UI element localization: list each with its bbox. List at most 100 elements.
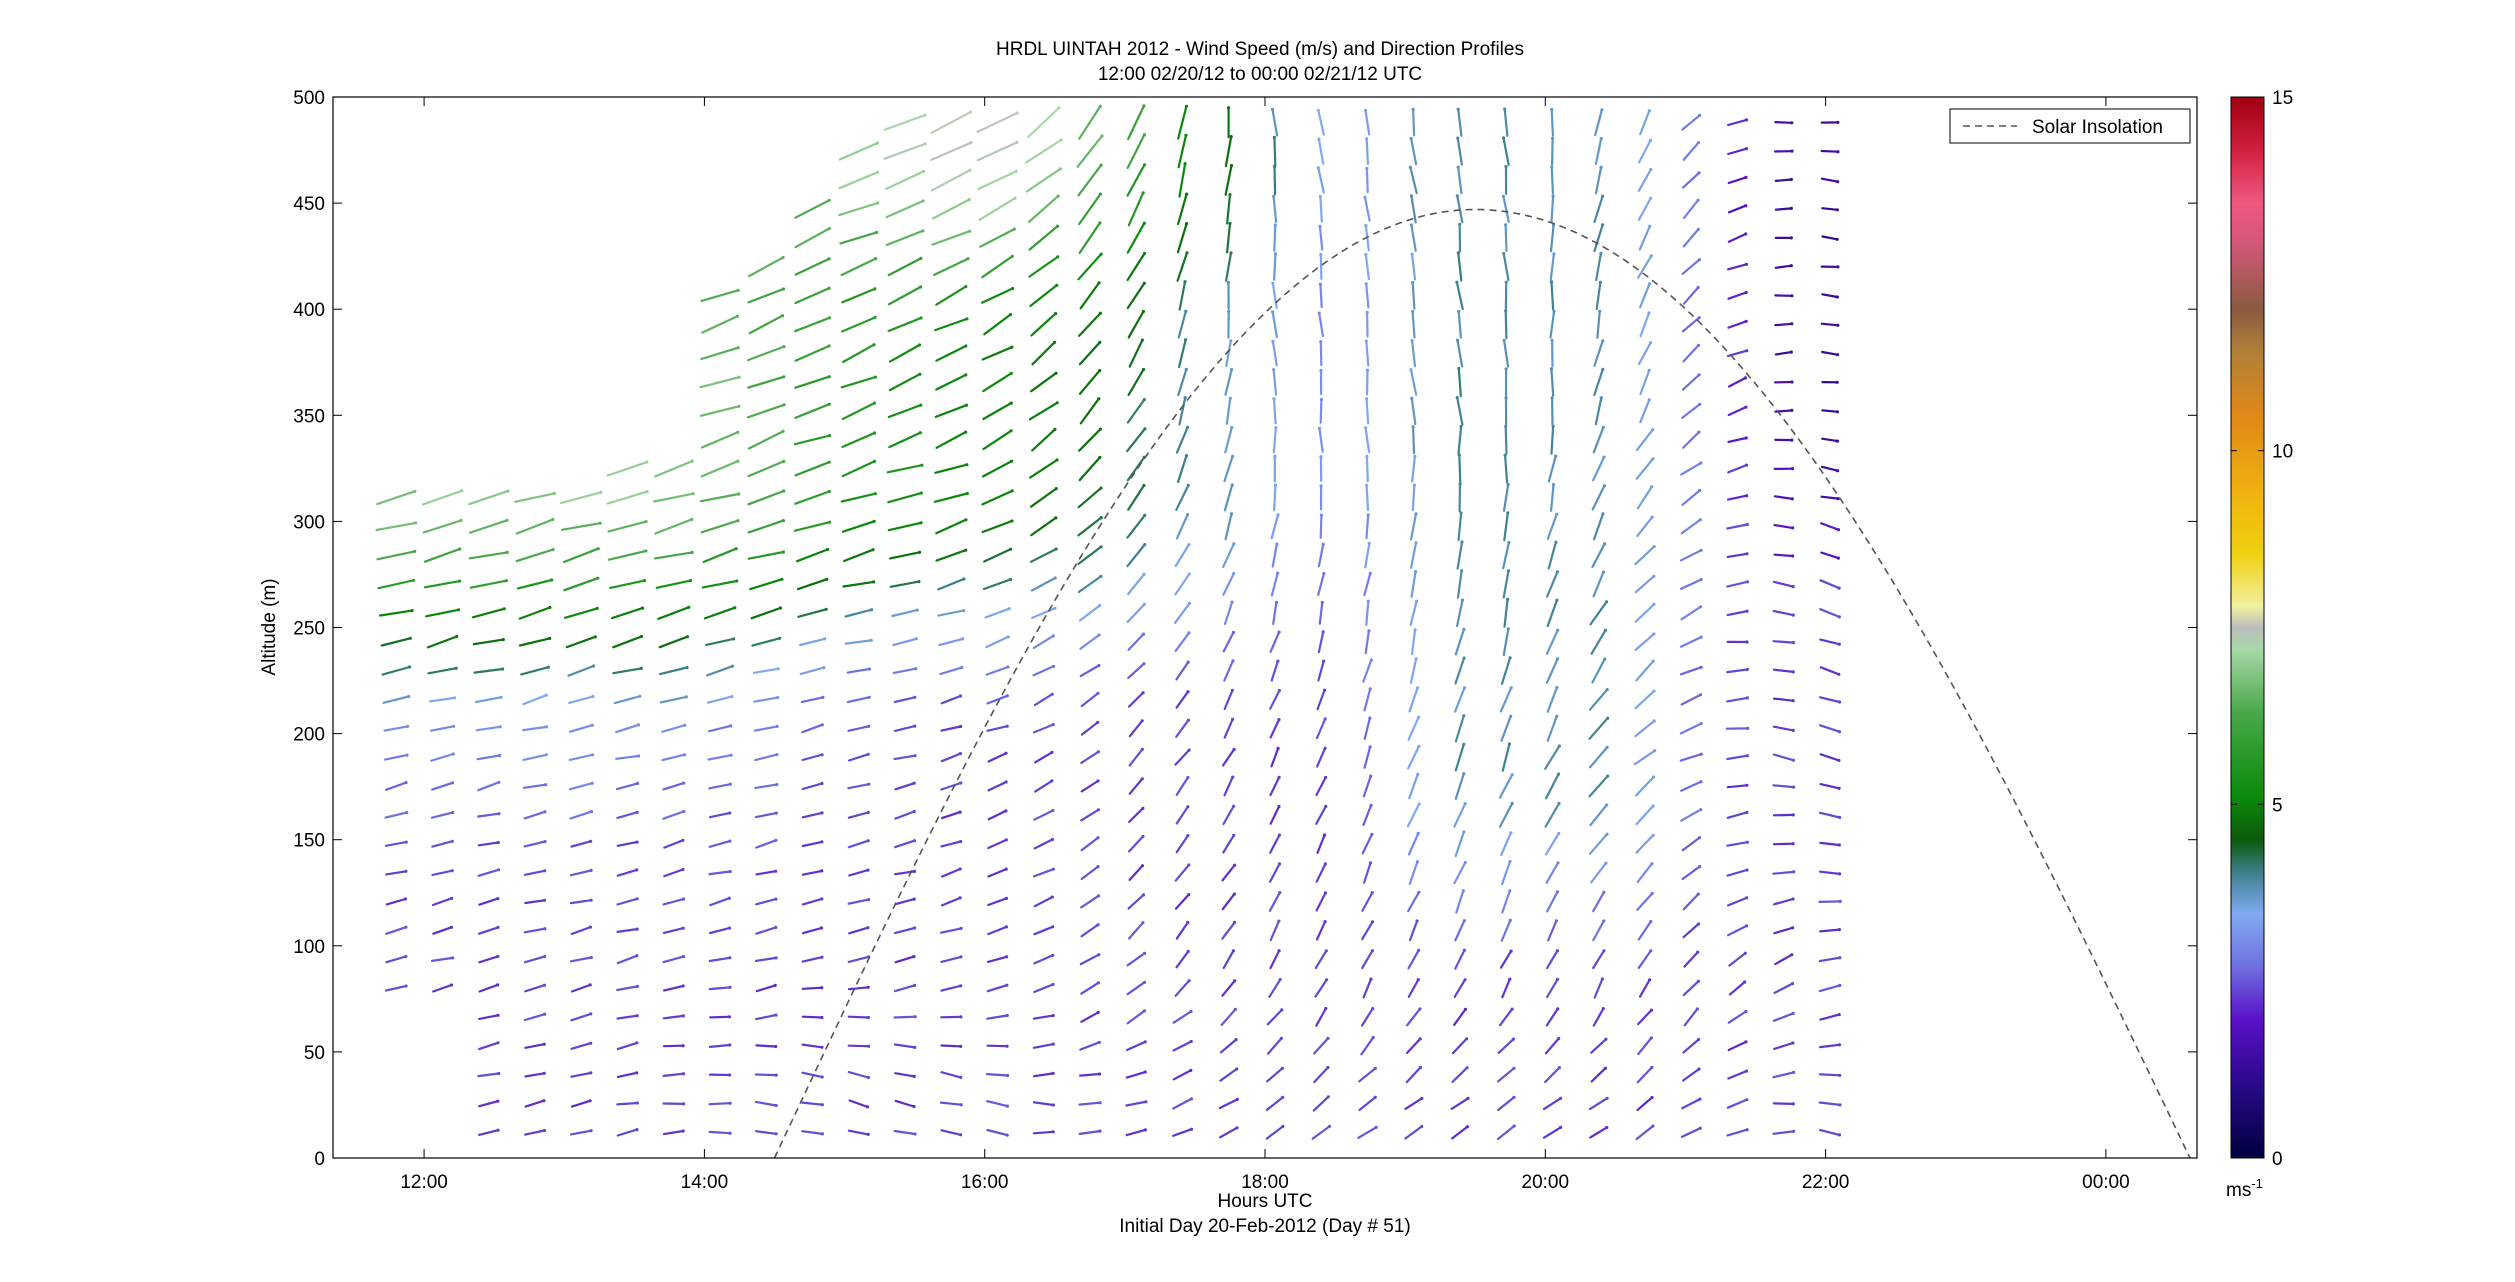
wind-vector-shaft <box>1365 455 1369 483</box>
wind-vector-head <box>820 1132 825 1136</box>
wind-vector-shaft <box>653 551 694 560</box>
wind-vector-shaft <box>662 897 685 906</box>
wind-vector-head <box>1409 223 1413 227</box>
wind-vector-head <box>1142 133 1146 137</box>
wind-vector <box>1726 640 1749 644</box>
wind-vector <box>1772 1102 1795 1106</box>
wind-vector-head <box>1233 920 1237 925</box>
wind-vector-head <box>1143 1128 1147 1132</box>
wind-vector-shaft <box>1365 282 1370 309</box>
wind-vector-head <box>1271 281 1275 285</box>
wind-vector-shaft <box>894 897 916 906</box>
wind-vector-shaft <box>801 1043 824 1049</box>
wind-vector-shaft <box>1077 516 1103 537</box>
wind-vector-shaft <box>1637 949 1652 970</box>
wind-vector <box>607 549 648 561</box>
wind-vector-shaft <box>1078 369 1101 395</box>
wind-vector-head <box>1504 223 1508 227</box>
wind-vector-shaft <box>1411 310 1416 339</box>
wind-vector-head <box>1319 368 1323 373</box>
wind-vector-shaft <box>1453 802 1467 828</box>
wind-vector-head <box>1363 108 1368 113</box>
wind-vector-head <box>1836 323 1840 327</box>
wind-vector-head <box>635 840 639 844</box>
wind-vector-shaft <box>888 551 921 560</box>
wind-vector-head <box>1696 141 1700 145</box>
wind-vector-head <box>1051 925 1055 929</box>
wind-vector-head <box>1604 1037 1608 1041</box>
wind-vector-shaft <box>1177 105 1188 140</box>
wind-vector-shaft <box>1593 339 1604 367</box>
wind-vector-shaft <box>981 489 1014 506</box>
wind-vector <box>1818 724 1842 734</box>
wind-vector-shaft <box>933 492 969 503</box>
wind-vector-shaft <box>1595 252 1603 282</box>
wind-vector-shaft <box>1589 600 1608 626</box>
wind-vector-shaft <box>1032 665 1055 677</box>
wind-vector-head <box>1096 779 1100 783</box>
wind-vector-head <box>1411 309 1415 314</box>
wind-vector-head <box>1417 802 1421 806</box>
wind-vector-shaft <box>431 897 453 907</box>
wind-vector <box>1077 574 1103 594</box>
wind-vector-shaft <box>1820 465 1839 472</box>
wind-vector-head <box>1555 949 1559 953</box>
wind-vector <box>1409 194 1417 224</box>
wind-vector <box>1127 483 1146 511</box>
wind-vector-shaft <box>934 317 969 332</box>
wind-vector-head <box>1606 774 1610 778</box>
wind-vector-head <box>735 314 740 318</box>
wind-vector <box>1317 630 1325 654</box>
wind-vector-shaft <box>894 810 916 820</box>
wind-vector-head <box>681 897 686 901</box>
chart-title: HRDL UINTAH 2012 - Wind Speed (m/s) and … <box>996 39 1524 60</box>
wind-vector <box>1407 890 1421 913</box>
wind-vector <box>613 694 642 705</box>
wind-vector <box>1317 426 1324 453</box>
wind-vector-head <box>1141 893 1146 897</box>
wind-vector <box>886 463 924 474</box>
wind-vector-shaft <box>940 752 962 763</box>
wind-vector <box>982 429 1013 451</box>
wind-vector-shaft <box>1636 485 1653 510</box>
wind-vector-head <box>1370 949 1374 953</box>
wind-vector <box>1681 488 1702 506</box>
wind-vector <box>706 664 735 677</box>
wind-vector <box>1453 802 1467 828</box>
wind-vector <box>1550 194 1555 224</box>
wind-vector-shaft <box>477 841 500 847</box>
wind-vector-shaft <box>1362 977 1373 999</box>
wind-vector-shaft <box>987 809 1008 821</box>
wind-vector-shaft <box>1365 397 1370 425</box>
wind-vector-head <box>1699 461 1703 465</box>
wind-vector <box>1227 309 1231 339</box>
wind-vector <box>746 403 786 419</box>
wind-vector-head <box>1605 1096 1609 1100</box>
wind-vector <box>1033 925 1055 936</box>
wind-vector <box>747 519 786 534</box>
wind-vector-head <box>1370 891 1374 895</box>
wind-vector-head <box>681 1044 685 1048</box>
wind-vector-shaft <box>658 666 689 676</box>
wind-vector <box>1411 483 1416 512</box>
wind-vector-head <box>1098 340 1102 344</box>
wind-vector <box>1362 774 1373 798</box>
wind-vector <box>894 1099 916 1109</box>
wind-vector <box>524 1071 546 1078</box>
wind-vector-head <box>1745 580 1749 584</box>
wind-vector-head <box>913 926 917 930</box>
wind-vector-head <box>1745 896 1749 900</box>
wind-vector-shaft <box>1726 1098 1748 1109</box>
wind-vector <box>1126 163 1147 197</box>
wind-vector-shaft <box>384 753 409 761</box>
wind-vector-shaft <box>1319 253 1323 281</box>
wind-vector <box>1681 1097 1702 1110</box>
wind-vector <box>1774 120 1794 125</box>
wind-vector <box>1549 280 1555 311</box>
wind-vector <box>1225 339 1233 367</box>
wind-vector-head <box>1232 804 1236 808</box>
wind-vector-head <box>1835 208 1839 212</box>
wind-vector-shaft <box>1079 664 1101 678</box>
wind-vector-head <box>912 955 916 959</box>
wind-vector-shaft <box>979 228 1016 248</box>
